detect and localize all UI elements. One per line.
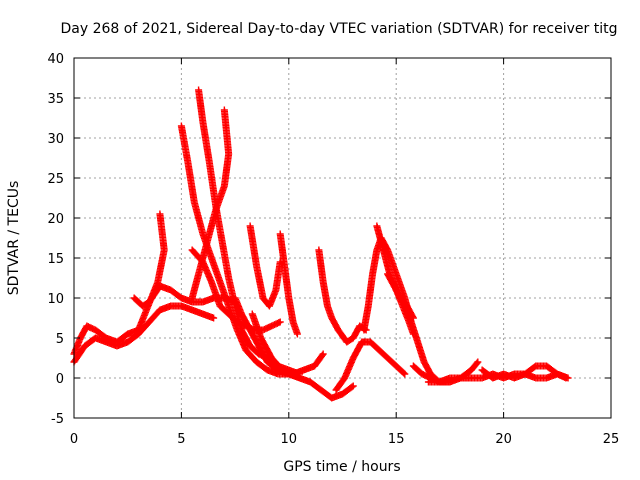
chart-title: Day 268 of 2021, Sidereal Day-to-day VTE… [61, 21, 618, 37]
y-tick-label: -5 [51, 412, 64, 427]
y-tick-label: 35 [47, 92, 64, 107]
series-arc7 [188, 246, 284, 334]
series-arc6 [188, 106, 233, 302]
series-arc10 [276, 230, 301, 338]
series-arc19 [478, 362, 570, 382]
data-point-marker [474, 358, 482, 366]
series-arc12 [315, 246, 370, 346]
data-point-marker [400, 369, 408, 377]
data-point-marker [562, 374, 570, 382]
y-axis-label: SDTVAR / TECUs [6, 181, 22, 296]
data-point-marker [348, 383, 356, 391]
data-point-marker [319, 350, 327, 358]
data-point-marker [293, 330, 301, 338]
y-tick-label: 0 [56, 372, 64, 387]
data-point-marker [156, 210, 164, 218]
x-tick-label: 20 [495, 432, 512, 447]
x-tick-label: 10 [281, 432, 298, 447]
data-point-marker [401, 370, 409, 378]
series-arc2 [70, 302, 218, 366]
data-point-marker [409, 314, 417, 322]
series-arc16 [384, 270, 417, 322]
y-tick-label: 20 [47, 212, 64, 227]
grid-layer [74, 58, 611, 418]
series-arc11 [248, 310, 327, 378]
series-arc8 [231, 294, 357, 402]
series-arc9 [246, 222, 284, 310]
y-tick-label: 40 [47, 52, 64, 67]
y-tick-label: 10 [47, 292, 64, 307]
x-tick-label: 25 [603, 432, 620, 447]
y-tick-label: 30 [47, 132, 64, 147]
data-point-marker [409, 313, 417, 321]
x-tick-label: 5 [177, 432, 185, 447]
y-tick-label: 25 [47, 172, 64, 187]
data-point-marker [318, 351, 326, 359]
y-tick-label: 15 [47, 252, 64, 267]
y-tick-label: 5 [56, 332, 64, 347]
x-axis-label: GPS time / hours [283, 459, 400, 475]
data-point-marker [210, 314, 218, 322]
tick-layer: 0 5 10 15 20 25 -5 0 5 10 15 20 25 30 35 40 [47, 52, 619, 447]
plot-frame [73, 57, 612, 419]
data-point-marker [473, 359, 481, 367]
x-tick-label: 0 [70, 432, 78, 447]
data-point-marker [276, 318, 284, 326]
data-point-marker [349, 382, 357, 390]
data-point-marker [220, 106, 228, 114]
series-layer [70, 86, 572, 402]
data-point-marker [409, 330, 417, 338]
series-arc13 [332, 338, 409, 394]
x-tick-label: 15 [388, 432, 405, 447]
series-arc14 [360, 234, 454, 386]
